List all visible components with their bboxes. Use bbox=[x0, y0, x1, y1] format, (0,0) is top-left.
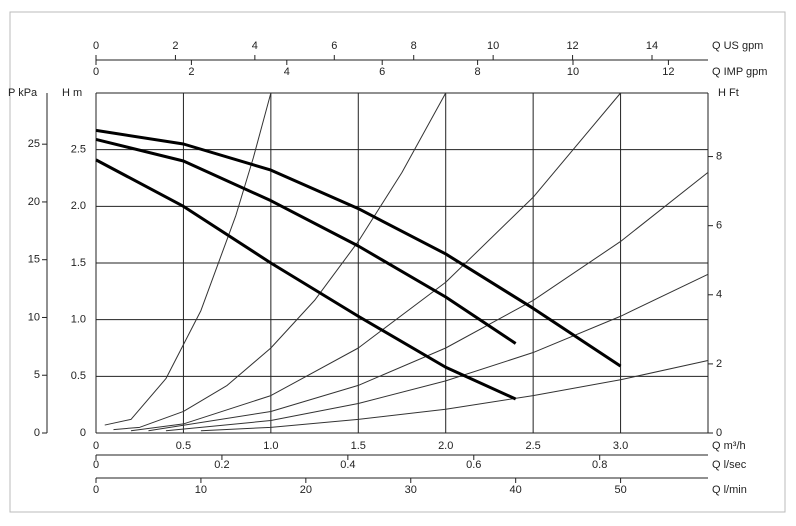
y-tick-label: 15 bbox=[28, 254, 40, 266]
x-tick-label: 30 bbox=[405, 484, 417, 496]
y-tick-label: 2.0 bbox=[71, 200, 86, 212]
pump-curve bbox=[95, 128, 622, 368]
x-axis-label: Q IMP gpm bbox=[712, 66, 767, 78]
y-tick-label: 25 bbox=[28, 138, 40, 150]
x-tick-label: 1.0 bbox=[263, 440, 278, 452]
x-tick-label: 10 bbox=[487, 40, 499, 52]
y-tick-label: 1.5 bbox=[71, 257, 86, 269]
x-tick-label: 2.0 bbox=[438, 440, 453, 452]
x-tick-label: 8 bbox=[475, 66, 481, 78]
x-tick-label: 10 bbox=[567, 66, 579, 78]
y-tick-label: 6 bbox=[716, 220, 722, 232]
x-tick-label: 2 bbox=[188, 66, 194, 78]
y-tick-label: 5 bbox=[34, 369, 40, 381]
x-tick-label: 0.4 bbox=[340, 459, 355, 471]
x-tick-label: 3.0 bbox=[613, 440, 628, 452]
y-tick-label: 0.5 bbox=[71, 370, 86, 382]
frame bbox=[9, 11, 786, 513]
y-tick-label: 0 bbox=[716, 427, 722, 439]
system-curve bbox=[200, 359, 709, 432]
system-curve bbox=[130, 92, 621, 432]
x-tick-label: 6 bbox=[331, 40, 337, 52]
y-tick-label: 0 bbox=[80, 427, 86, 439]
x-tick-label: 4 bbox=[252, 40, 258, 52]
y-tick-label: 0 bbox=[34, 427, 40, 439]
y-tick-label: 20 bbox=[28, 196, 40, 208]
x-tick-label: 0 bbox=[93, 484, 99, 496]
x-axis-label: Q US gpm bbox=[712, 40, 763, 52]
y-axis-label: H m bbox=[62, 87, 82, 99]
system-curve bbox=[113, 92, 447, 431]
pump-curve bbox=[95, 138, 517, 345]
x-axis-label: Q m³/h bbox=[712, 440, 746, 452]
x-tick-label: 10 bbox=[195, 484, 207, 496]
x-tick-label: 40 bbox=[510, 484, 522, 496]
x-tick-label: 0 bbox=[93, 440, 99, 452]
x-tick-label: 0.2 bbox=[214, 459, 229, 471]
x-tick-label: 12 bbox=[662, 66, 674, 78]
y-tick-label: 1.0 bbox=[71, 314, 86, 326]
y-axis-label: P kPa bbox=[8, 87, 38, 99]
system-curve bbox=[104, 92, 272, 426]
y-tick-label: 4 bbox=[716, 289, 722, 301]
x-axis-label: Q l/min bbox=[712, 484, 747, 496]
x-tick-label: 50 bbox=[614, 484, 626, 496]
x-tick-label: 0 bbox=[93, 40, 99, 52]
x-tick-label: 8 bbox=[411, 40, 417, 52]
system-curve bbox=[165, 273, 709, 432]
x-tick-label: 0.5 bbox=[176, 440, 191, 452]
y-tick-label: 8 bbox=[716, 150, 722, 162]
x-tick-label: 0 bbox=[93, 66, 99, 78]
x-tick-label: 6 bbox=[379, 66, 385, 78]
x-tick-label: 2 bbox=[172, 40, 178, 52]
y-tick-label: 10 bbox=[28, 311, 40, 323]
x-tick-label: 4 bbox=[284, 66, 290, 78]
x-tick-label: 0.8 bbox=[592, 459, 607, 471]
x-axis-label: Q l/sec bbox=[712, 459, 747, 471]
x-tick-label: 1.5 bbox=[351, 440, 366, 452]
system-curve bbox=[148, 171, 709, 432]
y-axis-label: H Ft bbox=[718, 87, 739, 99]
pump-curve bbox=[95, 158, 517, 401]
x-tick-label: 14 bbox=[646, 40, 658, 52]
x-tick-label: 0.6 bbox=[466, 459, 481, 471]
y-tick-label: 2 bbox=[716, 358, 722, 370]
x-tick-label: 0 bbox=[93, 459, 99, 471]
x-tick-label: 20 bbox=[300, 484, 312, 496]
x-tick-label: 12 bbox=[566, 40, 578, 52]
y-tick-label: 2.5 bbox=[71, 144, 86, 156]
x-tick-label: 2.5 bbox=[525, 440, 540, 452]
